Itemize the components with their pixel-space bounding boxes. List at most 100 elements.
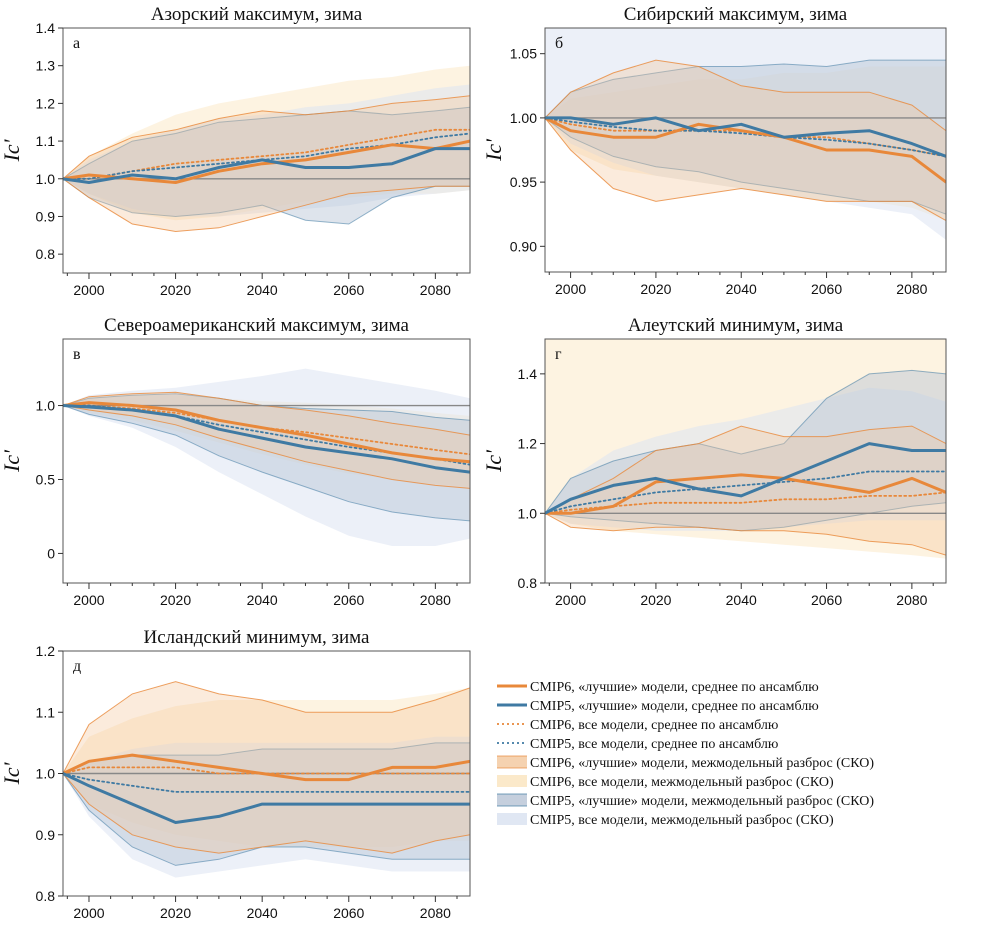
x-tick-label: 2040 (247, 592, 278, 608)
panel-title: Азорский максимум, зима (151, 4, 363, 25)
panel-2: 2000 2020 2040 2060 2080 0.90 0.95 1.00 1.05 Сиби… (481, 4, 947, 297)
band-cmip6-лучшие-модели-межмодельный-разброс-ско (63, 681, 470, 854)
band-edge-lower (63, 178, 470, 225)
band-edge-lower (545, 512, 946, 556)
legend-item: CMIP6, «лучшие» модели, среднее по ансам… (497, 680, 819, 695)
band-edge-lower (545, 117, 946, 222)
y-tick-label: 1.2 (518, 436, 538, 452)
x-tick-label: 2020 (640, 281, 671, 297)
band-cmip5-все-модели-межмодельный-разброс-ско (63, 736, 470, 878)
x-tick-label: 2060 (811, 281, 842, 297)
x-tick-label: 2040 (247, 282, 278, 298)
x-tick-label: 2060 (333, 905, 364, 921)
plot-frame (544, 338, 947, 584)
legend-label: CMIP6, все модели, среднее по ансамблю (530, 718, 778, 733)
plot-area (545, 28, 946, 240)
y-tick-label: 1.0 (36, 766, 56, 782)
y-tick-label: 1.2 (36, 643, 56, 659)
panel-title: Североамериканский максимум, зима (104, 315, 410, 336)
band-edge-upper (63, 95, 470, 180)
y-tick-label: 0.8 (518, 575, 538, 591)
panel-5: 2000 2020 2040 2060 2080 0.8 0.9 1.0 1.1 1.2 Ислан… (0, 627, 471, 921)
band-cmip5-лучшие-модели-межмодельный-разброс-ско (63, 393, 470, 521)
plot-area (63, 368, 470, 546)
x-tick-label: 2020 (160, 905, 191, 921)
legend-label: CMIP5, все модели, межмодельный разброс … (530, 813, 834, 828)
legend-item: CMIP6, все модели, среднее по ансамблю (497, 718, 778, 733)
band-cmip5-лучшие-модели-межмодельный-разброс-ско (545, 370, 946, 531)
y-tick-label: 1.3 (36, 58, 56, 74)
legend-label: CMIP5, «лучшие» модели, среднее по ансам… (530, 699, 819, 714)
y-tick-label: 0.95 (510, 174, 537, 190)
band-edge-upper (545, 59, 946, 119)
x-tick-label: 2000 (555, 281, 586, 297)
panel-letter: б (555, 35, 563, 52)
series-cmip5-все-модели-среднее-по-ансамблю (63, 772, 470, 793)
legend-label: CMIP5, все модели, среднее по ансамблю (530, 737, 778, 752)
series-cmip5-лучшие-модели-среднее-по-ансамблю (545, 116, 946, 158)
x-tick-label: 2000 (73, 282, 104, 298)
y-axis-label: Ic' (481, 450, 506, 473)
y-tick-label: 1.0 (36, 398, 56, 414)
y-tick-label: 1.0 (518, 505, 538, 521)
x-tick-label: 2060 (811, 592, 842, 608)
panel-letter: в (73, 346, 81, 363)
y-axis-label: Ic' (481, 139, 506, 162)
legend-label: CMIP5, «лучшие» модели, межмодельный раз… (530, 794, 874, 809)
x-tick-label: 2020 (160, 592, 191, 608)
y-tick-label: 0.5 (36, 471, 56, 487)
y-tick-label: 1.2 (36, 95, 56, 111)
y-tick-label: 0.90 (510, 238, 537, 254)
y-tick-label: 0.9 (36, 208, 56, 224)
band-cmip5-лучшие-модели-межмодельный-разброс-ско (63, 107, 470, 224)
legend-swatch (497, 794, 527, 806)
x-tick-label: 2040 (247, 905, 278, 921)
series-cmip5-лучшие-модели-среднее-по-ансамблю (63, 404, 470, 474)
y-tick-label: 0.8 (36, 246, 56, 262)
series-cmip6-лучшие-модели-среднее-по-ансамблю (63, 753, 470, 782)
y-tick-label: 0 (47, 545, 55, 561)
band-cmip6-лучшие-модели-межмодельный-разброс-ско (545, 426, 946, 556)
legend-label: CMIP6, «лучшие» модели, межмодельный раз… (530, 756, 874, 771)
x-tick-label: 2080 (896, 592, 927, 608)
band-edge-upper (63, 681, 470, 774)
panels: 2000 2020 2040 2060 2080 0.8 0.9 1.0 1.1 1.2 1.3 1.… (0, 4, 947, 921)
series-cmip6-лучшие-модели-среднее-по-ансамблю (63, 401, 470, 464)
plot-area (63, 65, 470, 233)
series-cmip5-лучшие-модели-среднее-по-ансамблю (545, 442, 946, 515)
x-tick-label: 2000 (555, 592, 586, 608)
legend: CMIP6, «лучшие» модели, среднее по ансам… (497, 680, 874, 828)
series-cmip5-все-модели-среднее-по-ансамблю (545, 470, 946, 515)
y-tick-label: 1.00 (510, 110, 537, 126)
y-tick-label: 0.9 (36, 827, 56, 843)
series-cmip5-все-модели-среднее-по-ансамблю (545, 117, 946, 158)
x-tick-label: 2040 (726, 592, 757, 608)
panel-letter: д (73, 658, 81, 675)
band-cmip5-все-модели-межмодельный-разброс-ско (63, 84, 470, 217)
band-edge-upper (63, 106, 470, 180)
legend-item: CMIP6, все модели, межмодельный разброс … (497, 775, 834, 790)
plot-area (545, 339, 946, 559)
x-tick-label: 2060 (333, 592, 364, 608)
band-cmip5-лучшие-модели-межмодельный-разброс-ско (545, 60, 946, 215)
panel-3: 2000 2020 2040 2060 2080 0 0.5 1.0 Североамерика… (0, 315, 471, 608)
plot-frame (62, 338, 471, 584)
band-edge-upper (545, 369, 946, 514)
series-cmip6-лучшие-модели-среднее-по-ансамблю (545, 116, 946, 184)
x-tick-label: 2080 (896, 281, 927, 297)
y-tick-label: 1.4 (518, 366, 538, 382)
x-tick-label: 2080 (420, 592, 451, 608)
band-edge-upper (545, 425, 946, 514)
series-cmip6-лучшие-модели-среднее-по-ансамблю (545, 473, 946, 515)
panel-title: Алеутский минимум, зима (628, 315, 844, 336)
series-cmip5-лучшие-модели-среднее-по-ансамблю (63, 772, 470, 824)
band-edge-lower (63, 405, 470, 489)
panel-letter: г (555, 346, 562, 363)
panel-title: Исландский минимум, зима (144, 627, 371, 648)
band-edge-lower (63, 178, 470, 233)
legend-item: CMIP5, «лучшие» модели, среднее по ансам… (497, 699, 819, 714)
y-axis-label: Ic' (0, 762, 24, 785)
legend-swatch (497, 813, 527, 825)
legend-item: CMIP5, «лучшие» модели, межмодельный раз… (497, 793, 874, 809)
